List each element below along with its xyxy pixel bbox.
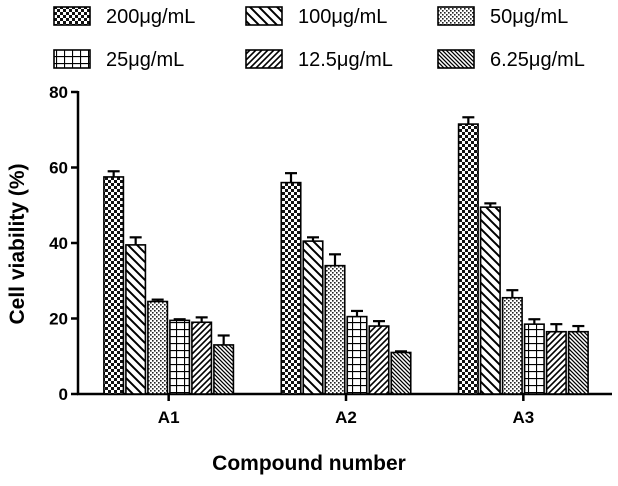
x-axis-title: Compound number bbox=[212, 452, 406, 475]
legend-swatch bbox=[246, 50, 282, 68]
bar-a2-series-1 bbox=[281, 183, 301, 394]
bar-a1-series-4 bbox=[170, 320, 190, 394]
bar-a3-series-6 bbox=[569, 332, 589, 394]
bar-a1-series-5 bbox=[192, 322, 212, 394]
bar-chart: 200μg/mL 100μg/mL 50μg/mL 25μg/mL 12.5μg/mL 6… bbox=[0, 0, 618, 486]
plot-area: 0 20 40 60 80 A1 A2 A3 bbox=[49, 83, 612, 427]
y-tick-label: 0 bbox=[59, 385, 68, 404]
legend-swatch bbox=[438, 7, 474, 25]
bar-a2-series-2 bbox=[303, 241, 323, 394]
legend-label: 12.5μg/mL bbox=[298, 49, 393, 71]
bar-a3-series-3 bbox=[503, 298, 523, 394]
x-tick-label: A1 bbox=[158, 408, 180, 427]
legend-label: 200μg/mL bbox=[106, 6, 195, 28]
bar-a3-series-5 bbox=[547, 332, 567, 394]
legend-swatch bbox=[54, 7, 90, 25]
bar-a1-series-1 bbox=[104, 177, 124, 394]
bar-a2-series-3 bbox=[325, 266, 345, 394]
y-axis-title: Cell viability (%) bbox=[6, 163, 29, 324]
bar-a3-series-2 bbox=[481, 207, 501, 394]
legend-label: 6.25μg/mL bbox=[490, 49, 585, 71]
legend-swatch bbox=[438, 50, 474, 68]
legend-label: 25μg/mL bbox=[106, 49, 184, 71]
bar-a2-series-6 bbox=[391, 352, 411, 394]
x-tick-label: A3 bbox=[512, 408, 534, 427]
bar-a3-series-4 bbox=[525, 324, 545, 394]
x-tick-label: A2 bbox=[335, 408, 357, 427]
bar-a1-series-6 bbox=[214, 345, 234, 394]
bar-a3-series-1 bbox=[459, 124, 479, 394]
legend-label: 50μg/mL bbox=[490, 6, 568, 28]
chart-legend: 200μg/mL 100μg/mL 50μg/mL 25μg/mL 12.5μg/mL 6… bbox=[54, 6, 585, 71]
legend-label: 100μg/mL bbox=[298, 6, 387, 28]
bar-a2-series-4 bbox=[347, 317, 367, 394]
legend-swatch bbox=[54, 50, 90, 68]
bar-a2-series-5 bbox=[369, 326, 389, 394]
bar-a1-series-3 bbox=[148, 302, 168, 394]
y-tick-label: 40 bbox=[49, 234, 68, 253]
y-tick-label: 20 bbox=[49, 310, 68, 329]
bar-a1-series-2 bbox=[126, 245, 145, 394]
legend-swatch bbox=[246, 7, 282, 25]
y-tick-label: 60 bbox=[49, 159, 68, 178]
y-tick-label: 80 bbox=[49, 83, 68, 102]
